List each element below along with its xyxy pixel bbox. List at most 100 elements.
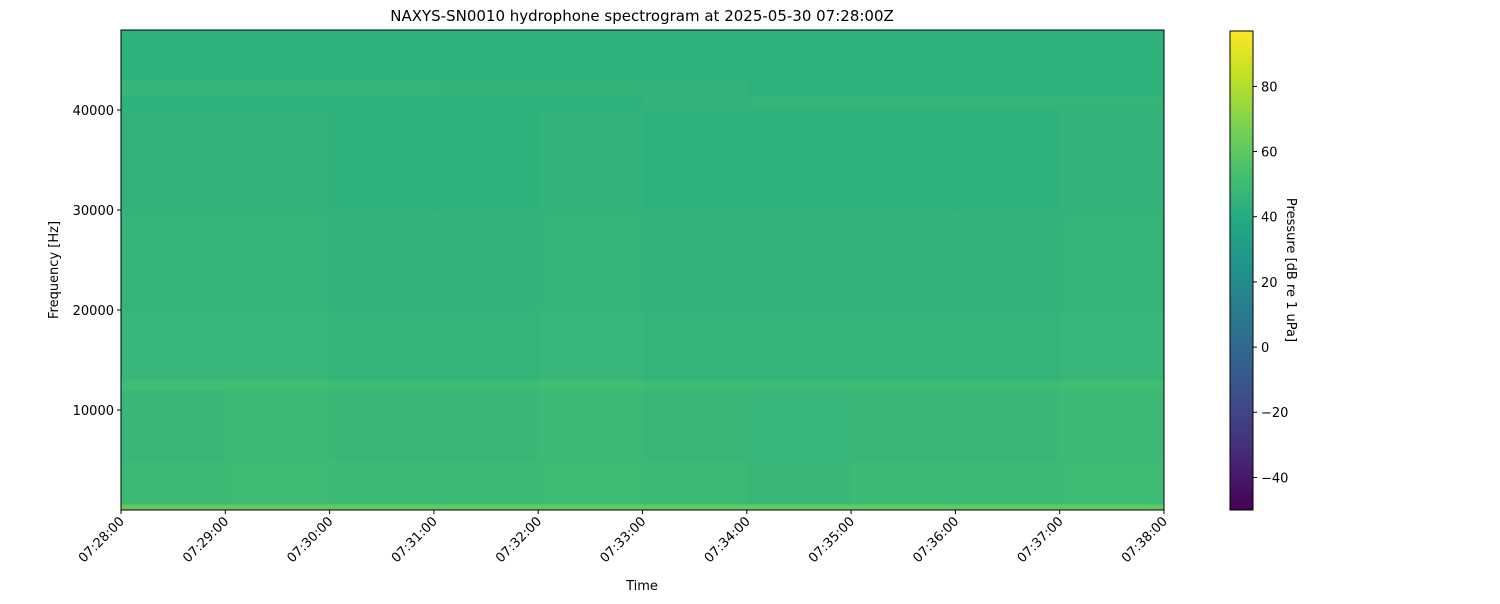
heatmap-cell xyxy=(433,80,539,96)
heatmap-cell xyxy=(329,95,435,111)
heatmap-cell xyxy=(642,380,748,391)
heatmap-cell xyxy=(746,504,852,511)
heatmap-cell xyxy=(746,95,852,111)
heatmap-cell xyxy=(1059,390,1165,461)
x-tick-label: 07:35:00 xyxy=(806,514,858,566)
colorbar-axis: −40 −20 0 20 40 60 80 xyxy=(1253,80,1288,486)
x-tick-label: 07:29:00 xyxy=(180,514,232,566)
heatmap-cell xyxy=(746,80,852,96)
heatmap-cell xyxy=(955,390,1061,461)
heatmap-cell xyxy=(121,380,226,391)
y-tick-label: 30000 xyxy=(73,204,114,219)
heatmap-cell xyxy=(1059,310,1165,381)
heatmap-cell xyxy=(121,110,226,211)
heatmap-cell xyxy=(955,95,1061,111)
x-tick-label: 07:38:00 xyxy=(1119,514,1171,566)
heatmap-cell xyxy=(851,210,956,311)
heatmap-cell xyxy=(121,504,226,511)
heatmap-cell xyxy=(1059,80,1165,96)
heatmap-cell xyxy=(225,210,331,311)
heatmap-cell xyxy=(433,110,539,211)
heatmap-cell xyxy=(1059,460,1165,505)
heatmap-cell xyxy=(433,460,539,505)
heatmap-cell xyxy=(538,80,643,96)
heatmap-cell xyxy=(955,30,1061,81)
heatmap-cell xyxy=(642,80,748,96)
heatmap-cell xyxy=(433,95,539,111)
heatmap-cell xyxy=(433,504,539,511)
heatmap-cell xyxy=(851,380,956,391)
heatmap-cell xyxy=(1059,30,1165,81)
y-axis: 10000 20000 30000 40000 xyxy=(73,104,121,419)
colorbar-tick-label: 60 xyxy=(1261,146,1278,161)
x-tick-label: 07:30:00 xyxy=(285,514,337,566)
heatmap-cell xyxy=(329,310,435,381)
x-axis: 07:28:00 07:29:00 07:30:00 07:31:00 07:32:00… xyxy=(76,510,1171,566)
heatmap-cell xyxy=(538,310,643,381)
heatmap-cell xyxy=(538,380,643,391)
heatmap-cell xyxy=(642,504,748,511)
heatmap-cell xyxy=(955,460,1061,505)
heatmap-cell xyxy=(538,460,643,505)
colorbar-tick-label: −20 xyxy=(1261,406,1288,421)
heatmap-cell xyxy=(225,30,331,81)
x-tick-label: 07:37:00 xyxy=(1015,514,1067,566)
heatmap-cell xyxy=(746,110,852,211)
heatmap-cell xyxy=(955,210,1061,311)
heatmap-cell xyxy=(538,390,643,461)
heatmap-cell xyxy=(955,380,1061,391)
heatmap-cell xyxy=(851,390,956,461)
heatmap-cell xyxy=(1059,210,1165,311)
heatmap-cell xyxy=(433,310,539,381)
heatmap-cell xyxy=(225,380,331,391)
heatmap-cell xyxy=(538,30,643,81)
heatmap-cell xyxy=(955,80,1061,96)
heatmap-cell xyxy=(851,30,956,81)
heatmap-cell xyxy=(642,460,748,505)
x-tick-label: 07:31:00 xyxy=(389,514,441,566)
heatmap-cell xyxy=(538,504,643,511)
colorbar-tick-label: 40 xyxy=(1261,211,1278,226)
heatmap-cell xyxy=(433,210,539,311)
heatmap-cell xyxy=(851,80,956,96)
heatmap-cell xyxy=(121,210,226,311)
heatmap-cell xyxy=(433,390,539,461)
heatmap-cell xyxy=(433,380,539,391)
heatmap-cell xyxy=(329,390,435,461)
heatmap-cell xyxy=(642,390,748,461)
heatmap-cell xyxy=(1059,95,1165,111)
heatmap-cell xyxy=(121,30,226,81)
x-axis-label: Time xyxy=(625,579,658,594)
heatmap-cell xyxy=(121,95,226,111)
heatmap-cell xyxy=(746,210,852,311)
heatmap-cell xyxy=(121,390,226,461)
colorbar-tick-label: 80 xyxy=(1261,80,1278,95)
heatmap-cell xyxy=(642,210,748,311)
colorbar-tick-label: 0 xyxy=(1261,341,1269,356)
heatmap-cell xyxy=(329,210,435,311)
heatmap-cell xyxy=(1059,504,1165,511)
heatmap-cell xyxy=(538,95,643,111)
colorbar-label: Pressure [dB re 1 uPa] xyxy=(1283,198,1298,342)
heatmap-cell xyxy=(1059,380,1165,391)
heatmap-cell xyxy=(225,504,331,511)
y-tick-label: 10000 xyxy=(73,404,114,419)
heatmap-cell xyxy=(851,460,956,505)
heatmap-cell xyxy=(851,504,956,511)
heatmap-cell xyxy=(538,110,643,211)
heatmap-cell xyxy=(329,504,435,511)
heatmap-cell xyxy=(225,460,331,505)
heatmap-cell xyxy=(746,30,852,81)
heatmap-cell xyxy=(955,310,1061,381)
heatmap-cell xyxy=(955,504,1061,511)
heatmap-cell xyxy=(329,460,435,505)
heatmap-cell xyxy=(225,310,331,381)
colorbar-tick-label: 20 xyxy=(1261,276,1278,291)
heatmap-cell xyxy=(329,80,435,96)
heatmap-cell xyxy=(121,460,226,505)
heatmap-cell xyxy=(329,30,435,81)
heatmap-cell xyxy=(642,95,748,111)
heatmap-cell xyxy=(642,110,748,211)
x-tick-label: 07:34:00 xyxy=(702,514,754,566)
